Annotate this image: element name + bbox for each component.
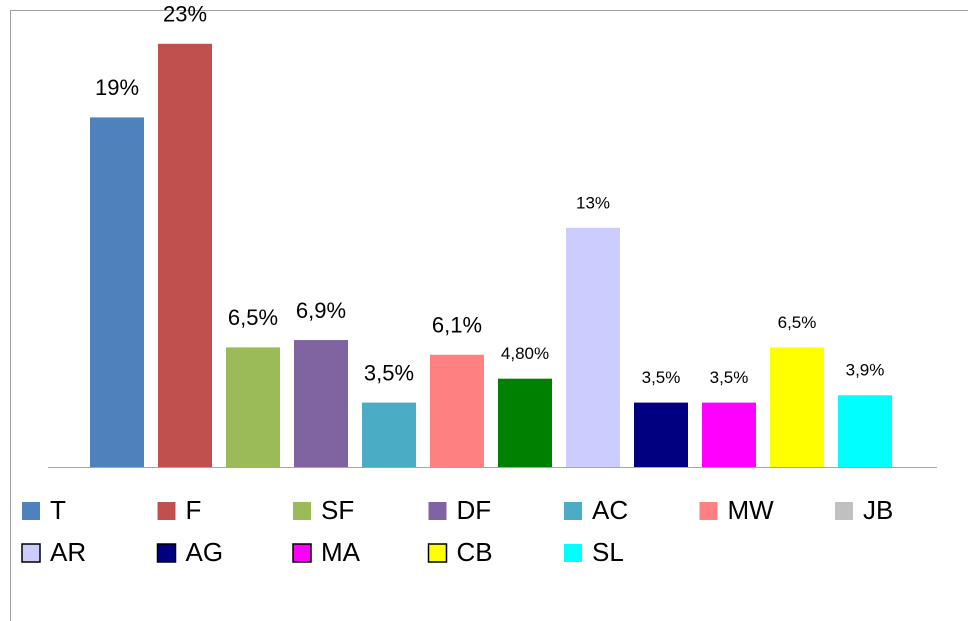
bar — [838, 395, 892, 467]
legend-label: AG — [186, 537, 224, 567]
legend-label: MA — [321, 537, 361, 567]
legend-swatch — [564, 502, 582, 520]
legend-swatch — [428, 502, 447, 520]
bar — [90, 117, 144, 468]
data-label: 3,9% — [846, 361, 885, 380]
bar — [158, 43, 212, 468]
bar — [634, 402, 688, 467]
data-label: 3,5% — [642, 368, 681, 387]
bar — [226, 347, 280, 467]
legend-label: JB — [863, 495, 893, 525]
legend-label: AC — [592, 495, 628, 525]
data-label: 19% — [95, 75, 139, 100]
legend-swatch — [157, 502, 176, 520]
legend-label: AR — [50, 537, 86, 567]
legend-label: SF — [321, 495, 354, 525]
data-label: 13% — [576, 193, 610, 212]
data-label: 6,5% — [228, 305, 278, 330]
legend-swatch — [21, 543, 41, 563]
legend-swatch — [156, 543, 177, 563]
bar — [702, 402, 756, 467]
legend-label: CB — [457, 537, 493, 567]
bar — [770, 347, 824, 467]
legend-swatch — [293, 502, 311, 520]
chart-frame — [10, 10, 968, 621]
legend-swatch — [427, 543, 448, 563]
bar — [498, 378, 552, 467]
legend-swatch — [22, 502, 40, 520]
data-label: 4,80% — [501, 344, 549, 363]
data-label: 6,1% — [432, 313, 482, 338]
legend-label: F — [186, 495, 202, 525]
bar — [362, 402, 416, 467]
bar — [294, 340, 348, 467]
data-label: 6,5% — [778, 313, 817, 332]
legend-label: MW — [728, 495, 775, 525]
legend-swatch — [564, 544, 582, 562]
legend-label: T — [50, 495, 66, 525]
legend-swatch — [835, 502, 853, 520]
data-label: 23% — [163, 2, 207, 27]
legend-label: SL — [592, 537, 624, 567]
legend-swatch — [699, 502, 718, 520]
bar — [430, 354, 484, 467]
data-label: 3,5% — [364, 360, 414, 385]
legend-label: DF — [457, 495, 492, 525]
bar — [566, 227, 620, 467]
data-label: 6,9% — [296, 298, 346, 323]
legend-swatch — [292, 543, 312, 563]
data-label: 3,5% — [710, 368, 749, 387]
